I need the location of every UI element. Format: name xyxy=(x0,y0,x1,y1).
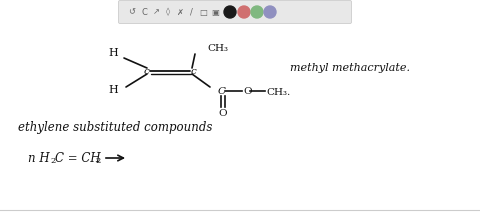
Text: /: / xyxy=(190,7,192,16)
Text: O: O xyxy=(243,86,252,95)
Text: H: H xyxy=(108,48,118,58)
Circle shape xyxy=(251,6,263,18)
Text: methyl methacrylate.: methyl methacrylate. xyxy=(290,63,410,73)
Text: ✗: ✗ xyxy=(177,7,183,16)
Text: □: □ xyxy=(199,7,207,16)
Circle shape xyxy=(238,6,250,18)
Circle shape xyxy=(264,6,276,18)
Text: CH₃.: CH₃. xyxy=(266,88,290,97)
Text: C: C xyxy=(141,7,147,16)
Text: c: c xyxy=(191,67,197,76)
Text: C = CH: C = CH xyxy=(55,152,101,165)
Text: 2: 2 xyxy=(95,157,100,165)
Text: ↗: ↗ xyxy=(153,7,159,16)
FancyBboxPatch shape xyxy=(119,0,351,24)
Text: H: H xyxy=(108,85,118,95)
Text: CH₃: CH₃ xyxy=(207,43,228,52)
Text: ethylene substituted compounds: ethylene substituted compounds xyxy=(18,122,212,135)
Text: c: c xyxy=(143,67,149,76)
Text: n H: n H xyxy=(28,152,49,165)
Text: ▣: ▣ xyxy=(211,7,219,16)
Text: 2: 2 xyxy=(50,157,55,165)
Text: ↺: ↺ xyxy=(129,7,135,16)
Text: ◊: ◊ xyxy=(166,7,170,16)
Circle shape xyxy=(224,6,236,18)
Text: O: O xyxy=(219,108,228,117)
Text: C: C xyxy=(218,86,226,95)
